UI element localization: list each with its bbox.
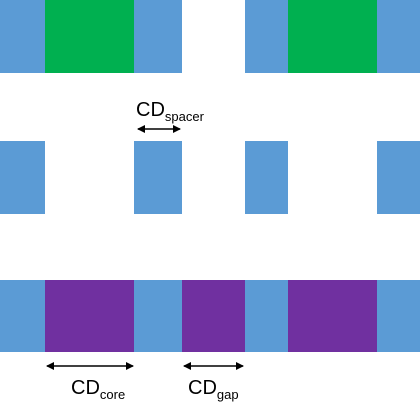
- core-block-top: [45, 0, 134, 73]
- cd-spacer-main: CD: [136, 99, 165, 121]
- cd-spacer-label: CDspacer: [136, 99, 205, 124]
- spacer-block: [377, 0, 420, 73]
- cd-spacer-annotation: CDspacer: [136, 99, 205, 133]
- spacer-block: [134, 141, 182, 214]
- cd-gap-label: CDgap: [188, 377, 239, 402]
- spacer-block: [0, 280, 45, 352]
- cd-gap-sub: gap: [217, 387, 239, 402]
- core-block-top: [288, 0, 377, 73]
- cd-core-main: CD: [71, 377, 100, 399]
- cd-gap-main: CD: [188, 377, 217, 399]
- spacer-block: [134, 0, 182, 73]
- cd-core-annotation: CDcore: [46, 362, 134, 402]
- spacer-block: [245, 141, 288, 214]
- spacer-block: [377, 280, 420, 352]
- bottom-row: [0, 280, 420, 352]
- cd-spacer-sub: spacer: [165, 109, 205, 124]
- cd-gap-annotation: CDgap: [183, 362, 244, 402]
- spacer-block: [0, 141, 45, 214]
- core-block-bottom: [45, 280, 134, 352]
- cd-core-label: CDcore: [71, 377, 125, 402]
- top-row: [0, 0, 420, 73]
- spacer-block: [245, 0, 288, 73]
- spacer-block: [0, 0, 45, 73]
- core-block-bottom: [288, 280, 377, 352]
- spacer-block: [134, 280, 182, 352]
- spacer-block: [377, 141, 420, 214]
- middle-row: [0, 141, 420, 214]
- cd-core-sub: core: [100, 387, 125, 402]
- gap-block-bottom: [182, 280, 245, 352]
- spacer-block: [245, 280, 288, 352]
